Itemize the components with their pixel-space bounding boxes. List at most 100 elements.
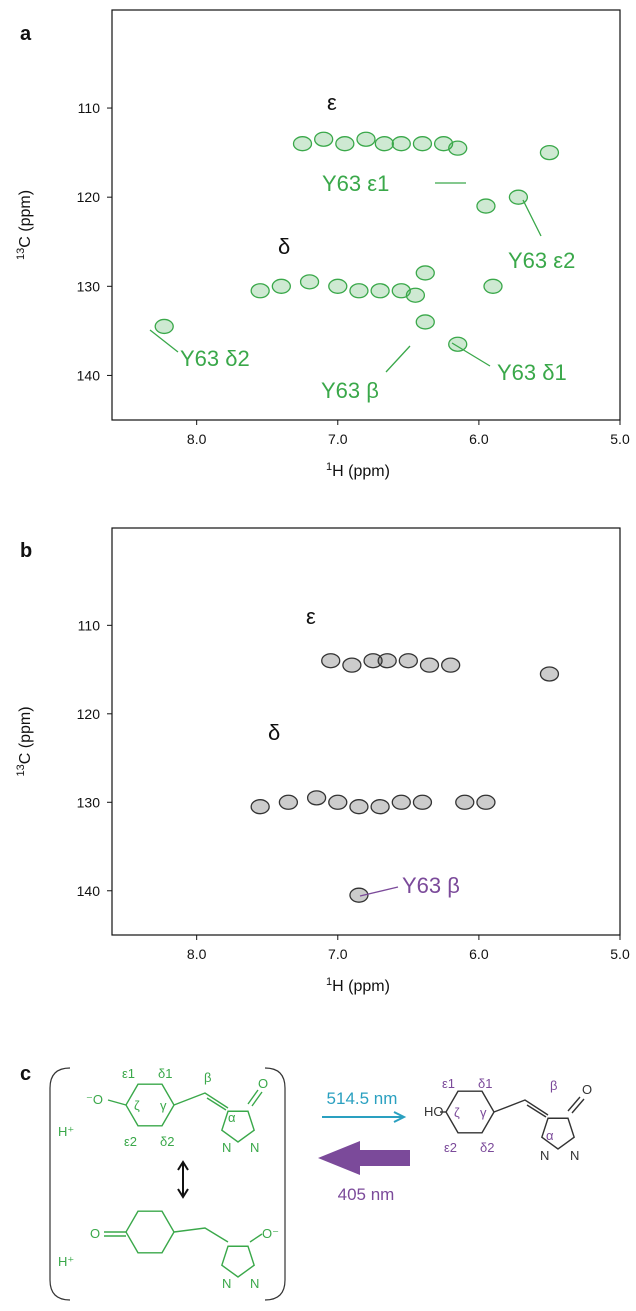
axis-label: 13C (ppm) xyxy=(15,190,34,260)
resonance-arrow xyxy=(177,1160,189,1199)
bond xyxy=(541,1117,575,1150)
bond xyxy=(264,1067,286,1301)
axis-label: 1H (ppm) xyxy=(326,461,390,480)
atom-label: N xyxy=(570,1148,579,1163)
peak xyxy=(476,198,496,214)
forward-arrow-label: 514.5 nm xyxy=(327,1089,398,1108)
atom-label: α xyxy=(546,1128,554,1143)
peak xyxy=(306,790,327,806)
bond xyxy=(125,1210,175,1254)
panel-label: a xyxy=(20,23,32,45)
leader-line xyxy=(451,342,491,367)
atom-label: δ1 xyxy=(158,1066,172,1081)
bond xyxy=(493,1099,549,1116)
peak xyxy=(391,136,411,152)
peak xyxy=(349,799,369,815)
bond xyxy=(107,1099,127,1106)
axis-label-text: C (ppm) xyxy=(17,190,34,248)
y-tick-label: 110 xyxy=(78,617,101,633)
leader-line xyxy=(522,199,542,237)
peak xyxy=(441,657,461,673)
peak xyxy=(412,794,433,810)
atom-label: β xyxy=(550,1078,557,1093)
axis-label-text: H (ppm) xyxy=(332,978,390,995)
bond xyxy=(104,1231,126,1237)
leader-line xyxy=(149,329,179,353)
bond xyxy=(49,1067,71,1301)
peak xyxy=(483,278,503,294)
peak xyxy=(328,794,348,810)
atom-label: O xyxy=(582,1082,592,1097)
x-tick-label: 6.0 xyxy=(469,431,489,447)
annotation: Y63 ε2 xyxy=(508,248,575,273)
y-tick-label: 110 xyxy=(78,100,101,116)
peak xyxy=(374,136,394,152)
atom-label: δ2 xyxy=(480,1140,494,1155)
plot-frame xyxy=(111,527,621,936)
plot-frame xyxy=(111,9,621,421)
atom-label: N xyxy=(222,1276,231,1291)
bond xyxy=(206,1097,227,1111)
atom-label: H⁺ xyxy=(58,1254,74,1269)
peak xyxy=(363,653,383,669)
y-tick-label: 120 xyxy=(77,706,101,722)
peak xyxy=(433,136,454,152)
axis-label: 1H (ppm) xyxy=(326,976,390,995)
atom-label: ⁻O xyxy=(86,1092,103,1107)
y-tick-label: 130 xyxy=(77,794,101,810)
peak xyxy=(314,131,334,147)
bond xyxy=(173,1092,229,1109)
x-tick-label: 7.0 xyxy=(328,431,348,447)
annotation: δ xyxy=(278,234,290,259)
bond xyxy=(221,1245,255,1278)
atom-label: O xyxy=(90,1226,100,1241)
atom-label: α xyxy=(228,1110,236,1125)
annotation: Y63 ε1 xyxy=(322,171,389,196)
peak xyxy=(292,136,313,152)
bond xyxy=(571,1098,585,1114)
annotation: Y63 δ2 xyxy=(180,346,250,371)
annotation: Y63 β xyxy=(402,873,460,898)
x-tick-label: 7.0 xyxy=(328,946,348,962)
atom-label: O xyxy=(258,1076,268,1091)
reverse-arrow-label: 405 nm xyxy=(338,1185,395,1204)
atom-label: HO xyxy=(424,1104,444,1119)
x-tick-label: 6.0 xyxy=(469,946,489,962)
axis-label-sup: 13 xyxy=(15,248,27,260)
atom-label: N xyxy=(540,1148,549,1163)
peak xyxy=(419,657,440,673)
bond xyxy=(567,1096,581,1112)
atom-label: δ2 xyxy=(160,1134,174,1149)
atom-label: ε2 xyxy=(444,1140,457,1155)
peak xyxy=(349,887,369,903)
peak xyxy=(448,336,468,352)
annotation: Y63 δ1 xyxy=(497,360,567,385)
atom-label: γ xyxy=(480,1105,487,1120)
peak xyxy=(455,794,475,810)
atom-label: γ xyxy=(160,1098,167,1113)
peak xyxy=(539,666,560,682)
peak xyxy=(415,314,435,330)
annotation: ε xyxy=(327,90,337,115)
x-tick-label: 8.0 xyxy=(187,431,207,447)
y-tick-label: 120 xyxy=(77,189,101,205)
peak xyxy=(328,278,348,294)
peak xyxy=(321,653,341,669)
peak xyxy=(539,144,560,161)
atom-label: β xyxy=(204,1070,211,1085)
leader-line xyxy=(385,345,411,373)
peak xyxy=(342,657,362,673)
reverse-arrow xyxy=(318,1141,410,1175)
peak xyxy=(154,318,174,335)
atom-label: N xyxy=(250,1140,259,1155)
atom-label: ε2 xyxy=(124,1134,137,1149)
atom-label: O⁻ xyxy=(262,1226,279,1241)
panel-label: c xyxy=(20,1063,31,1085)
axis-label-sup: 1 xyxy=(326,976,332,988)
annotation: δ xyxy=(268,720,280,745)
peak xyxy=(250,283,270,299)
bond xyxy=(251,1091,263,1107)
x-tick-label: 5.0 xyxy=(610,946,630,962)
peak xyxy=(299,274,320,290)
